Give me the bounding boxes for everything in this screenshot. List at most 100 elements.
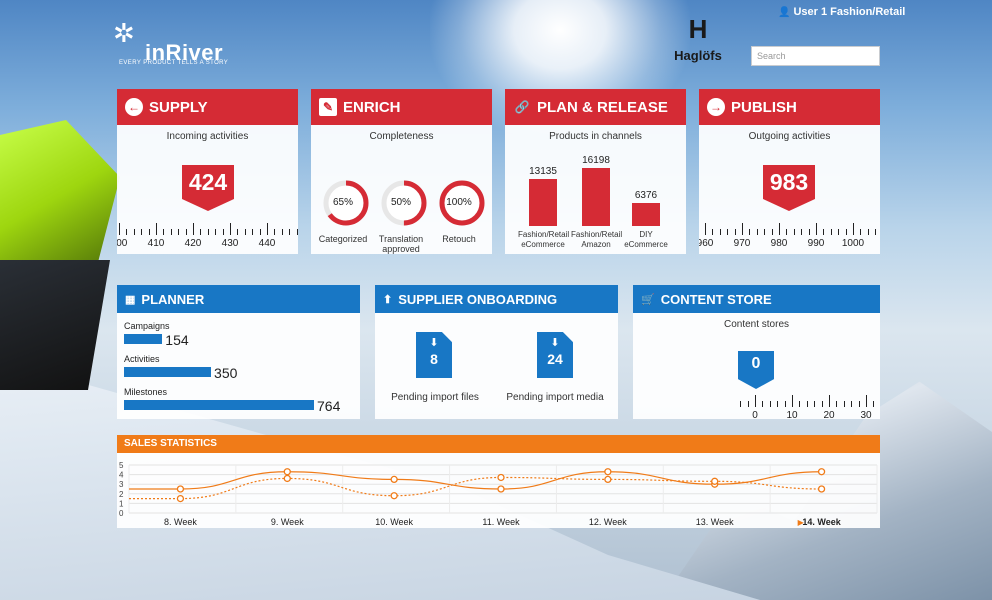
ruler-label: 420 <box>184 238 202 249</box>
planner-card[interactable]: ▦ PLANNER Campaigns 154 Activities 350 M… <box>117 285 360 419</box>
ruler-tick <box>705 223 706 235</box>
series-point <box>604 475 612 484</box>
series-point <box>176 485 185 493</box>
ruler-tick <box>727 229 729 235</box>
ruler-tick <box>148 229 150 235</box>
logo-mark-icon: ✲ <box>113 18 135 48</box>
supply-ruler: 400 410 420 430 440 <box>117 215 298 249</box>
ruler-label: 980 <box>770 238 788 249</box>
ruler-tick <box>771 229 773 235</box>
channel-bar[interactable] <box>632 203 660 226</box>
ring-categorized: 65% Categorized <box>313 179 373 244</box>
supplier-onboarding-card[interactable]: ⬆ SUPPLIER ONBOARDING ⬇ 8 Pending import… <box>375 285 618 419</box>
publish-header[interactable]: → PUBLISH <box>699 89 880 125</box>
plan-release-card[interactable]: 🔗 PLAN & RELEASE Products in channels 13… <box>505 89 686 254</box>
sales-statistics-header: SALES STATISTICS <box>117 435 880 453</box>
supply-card[interactable]: ← SUPPLY Incoming activities 424 4004104… <box>117 89 298 254</box>
planner-bar <box>124 367 212 377</box>
ring-retouch: 100% Retouch <box>429 179 489 244</box>
ruler-tick <box>756 229 758 235</box>
user-label: User 1 Fashion/Retail <box>793 6 906 18</box>
channel-bar[interactable] <box>529 178 557 226</box>
ruler-tick <box>762 401 764 407</box>
series-point <box>283 468 291 476</box>
channel-bar-label: Fashion/Retail Amazon <box>571 230 623 249</box>
enrich-title: ENRICH <box>343 98 401 116</box>
ruler-tick <box>244 229 246 235</box>
enrich-header[interactable]: ✎ ENRICH <box>311 89 492 125</box>
ring-label: Translation approved <box>378 234 424 254</box>
channel-bar[interactable] <box>582 168 610 226</box>
planner-bar <box>124 334 163 344</box>
ruler-tick <box>777 401 779 407</box>
channel-bar-label: DIY eCommerce <box>624 230 668 249</box>
publish-title: PUBLISH <box>731 98 797 116</box>
skier-jacket <box>0 120 120 270</box>
pending-media-doc-icon[interactable]: ⬇ 24 <box>537 332 573 378</box>
plan-release-header[interactable]: 🔗 PLAN & RELEASE <box>505 89 686 125</box>
ruler-tick <box>734 229 736 235</box>
pending-files-count: 8 <box>430 351 438 367</box>
planner-bar <box>124 400 314 410</box>
supply-header[interactable]: ← SUPPLY <box>117 89 298 125</box>
ruler-tick <box>858 401 860 407</box>
search-input[interactable] <box>751 46 880 66</box>
ruler-tick <box>747 401 749 407</box>
ring-progress-arc <box>439 180 485 226</box>
ruler-tick <box>274 229 276 235</box>
ruler-tick <box>133 229 135 235</box>
ruler-label: 1000 <box>841 238 865 249</box>
ruler-tick <box>289 229 291 235</box>
enrich-subtitle: Completeness <box>369 131 434 142</box>
ruler-tick <box>769 401 771 407</box>
ruler-tick <box>755 395 756 407</box>
download-arrow-icon: ⬇ <box>429 337 439 349</box>
ruler-tick <box>118 223 120 235</box>
ruler-tick <box>296 229 298 235</box>
ruler-tick <box>814 401 816 407</box>
content-store-header[interactable]: 🛒 CONTENT STORE <box>633 285 880 313</box>
x-tick-label: 8. Week <box>164 517 197 527</box>
content-store-subtitle: Content stores <box>723 319 790 330</box>
ruler-tick <box>267 223 268 235</box>
series-point <box>817 485 826 493</box>
planner-row-value: 154 <box>165 332 189 348</box>
planner-header[interactable]: ▦ PLANNER <box>117 285 360 313</box>
ruler-tick <box>873 401 875 407</box>
enrich-card[interactable]: ✎ ENRICH Completeness 65% Categorized 50… <box>311 89 492 254</box>
ruler-tick <box>230 223 231 235</box>
y-tick-label: 1 <box>119 499 124 508</box>
ruler-tick <box>170 229 172 235</box>
ruler-tick <box>845 229 847 235</box>
pending-files-doc-icon[interactable]: ⬇ 8 <box>416 332 452 378</box>
brand-name: Haglöfs <box>674 48 722 63</box>
supplier-onboarding-title: SUPPLIER ONBOARDING <box>398 291 558 307</box>
plan-release-subtitle: Products in channels <box>549 131 642 142</box>
supplier-onboarding-header[interactable]: ⬆ SUPPLIER ONBOARDING <box>375 285 618 313</box>
ruler-tick <box>808 229 810 235</box>
ruler-tick <box>801 229 803 235</box>
ring-value: 50% <box>390 197 411 208</box>
publish-subtitle: Outgoing activities <box>748 131 831 142</box>
content-store-card[interactable]: 🛒 CONTENT STORE Content stores 0 0 10 20 30 <box>633 285 880 421</box>
ruler-label: 10 <box>786 410 798 421</box>
supply-subtitle: Incoming activities <box>166 131 249 142</box>
ruler-tick <box>764 229 766 235</box>
ruler-label: 30 <box>860 410 872 421</box>
ruler-tick <box>141 229 143 235</box>
ruler-tick <box>719 229 721 235</box>
logo-name: inRiver <box>145 40 224 65</box>
publish-value-badge: 983 <box>763 165 815 211</box>
plan-release-title: PLAN & RELEASE <box>537 98 668 116</box>
publish-card[interactable]: → PUBLISH Outgoing activities 983 960 970… <box>699 89 880 254</box>
series-point <box>604 468 612 476</box>
series-point <box>817 468 826 476</box>
series-point <box>497 485 505 493</box>
ruler-tick <box>712 229 714 235</box>
user-menu[interactable]: 👤 User 1 Fashion/Retail <box>778 6 905 18</box>
sales-statistics-panel[interactable]: SALES STATISTICS 0 1 2 3 4 5 8. Week 9. Week 10.… <box>117 435 880 528</box>
ruler-tick <box>156 223 157 235</box>
ruler-tick <box>252 229 254 235</box>
x-tick-label: 9. Week <box>271 517 304 527</box>
